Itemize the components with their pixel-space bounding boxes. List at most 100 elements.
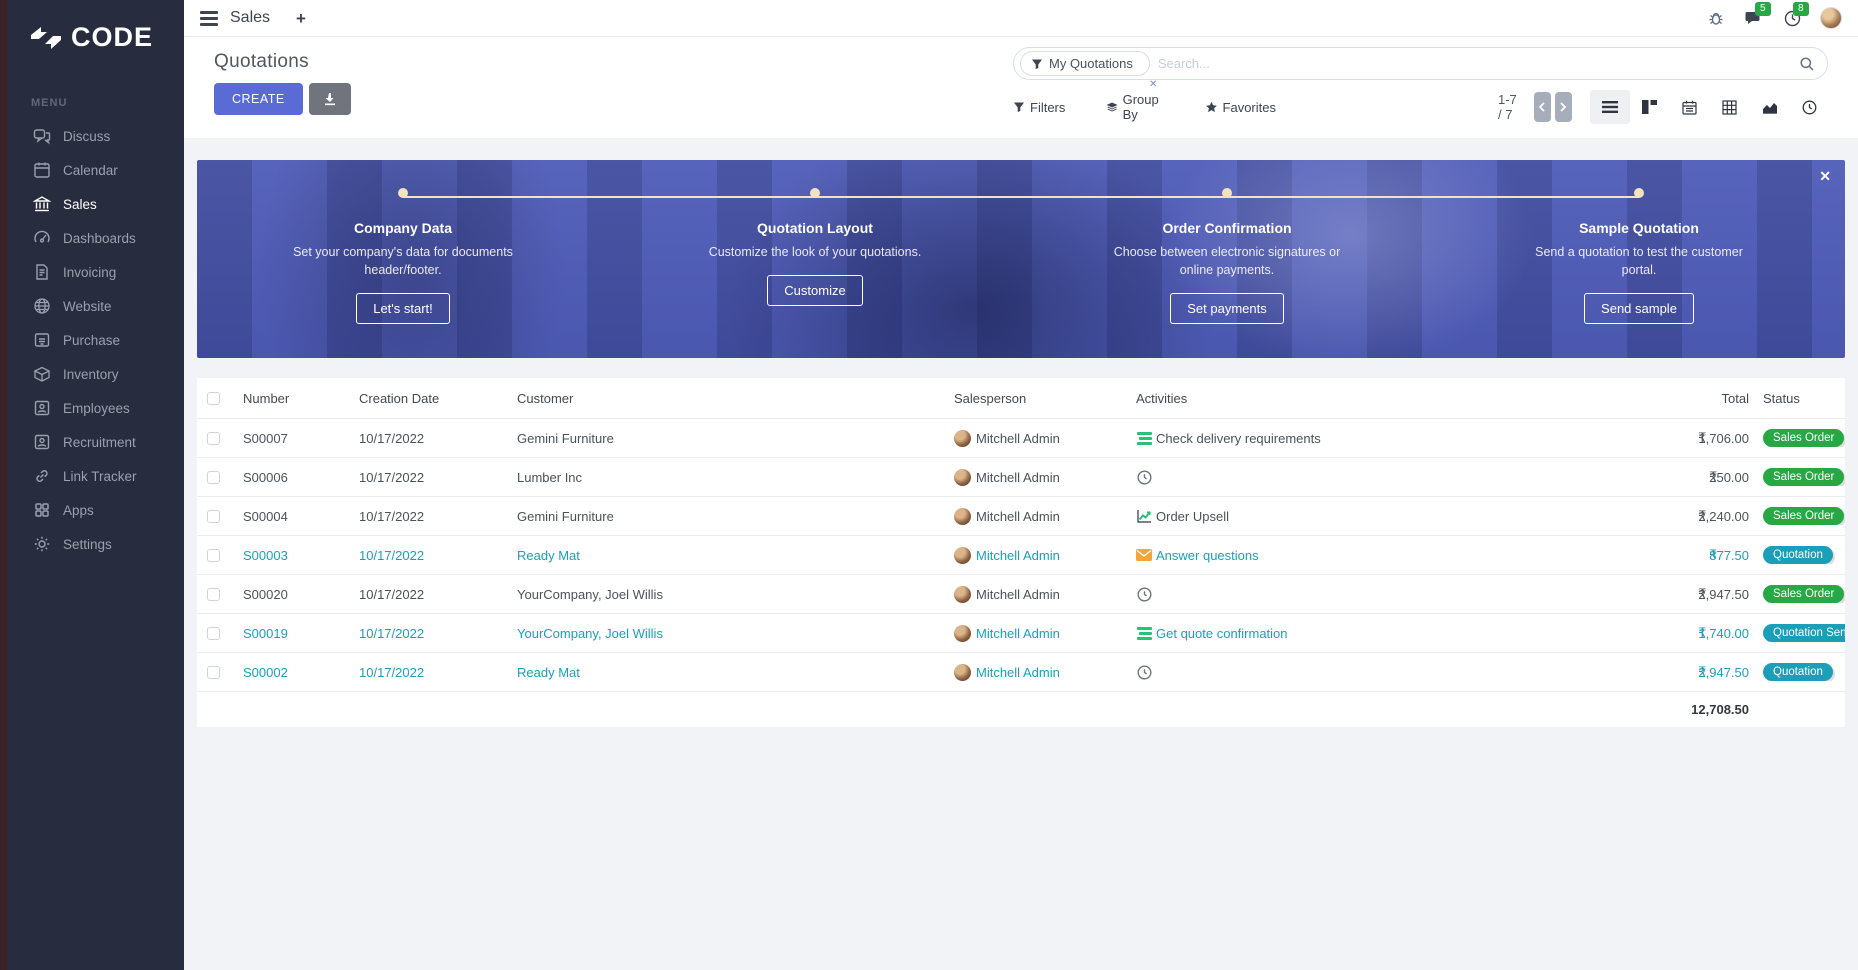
row-checkbox[interactable] (207, 470, 220, 484)
export-button[interactable] (308, 83, 351, 115)
lets-start-button[interactable]: Let's start! (356, 293, 450, 325)
banner-close-icon[interactable]: ✕ (1819, 168, 1831, 184)
sidebar-item-invoicing[interactable]: Invoicing (7, 255, 184, 289)
calendar-view-button[interactable] (1670, 90, 1710, 124)
next-page-button[interactable] (1554, 92, 1572, 122)
creation-date: 10/17/2022 (359, 664, 425, 680)
activity-clock-icon[interactable]: 8 (1782, 2, 1809, 28)
sidebar-item-apps[interactable]: Apps (7, 493, 184, 527)
activity-clock-icon[interactable] (1136, 469, 1152, 485)
favorites-dropdown[interactable]: Favorites (1205, 100, 1276, 115)
row-checkbox[interactable] (207, 587, 220, 601)
hamburger-menu-icon[interactable] (200, 10, 218, 26)
activity-clock-icon[interactable] (1136, 586, 1152, 602)
main-area: Sales + 5 8 Quotations (184, 0, 1858, 970)
row-checkbox[interactable] (207, 431, 220, 445)
currency-symbol: ₹ (1698, 586, 1707, 601)
column-header-activities[interactable]: Activities (1136, 390, 1188, 406)
pivot-view-button[interactable] (1710, 90, 1750, 124)
sidebar-item-discuss[interactable]: Discuss (7, 119, 184, 153)
kanban-view-button[interactable] (1630, 90, 1670, 124)
list-view-button[interactable] (1589, 90, 1630, 124)
sidebar-item-inventory[interactable]: Inventory (7, 357, 184, 391)
activity-clock-icon[interactable] (1136, 664, 1152, 680)
graph-view-button[interactable] (1750, 90, 1790, 124)
active-app-title[interactable]: Sales (230, 9, 271, 26)
step-title: Sample Quotation (1579, 220, 1699, 236)
select-all-checkbox[interactable] (207, 391, 220, 405)
previous-page-button[interactable] (1533, 92, 1551, 122)
sidebar-item-label: Sales (63, 196, 97, 212)
salesperson-avatar (954, 468, 971, 486)
customize-button[interactable]: Customize (767, 275, 863, 307)
search-input[interactable] (1157, 56, 1799, 71)
activity-label[interactable]: Get quote confirmation (1156, 625, 1288, 641)
activity-label[interactable]: Answer questions (1156, 547, 1259, 563)
sidebar-item-settings[interactable]: Settings (7, 527, 184, 561)
customer-name: YourCompany, Joel Willis (517, 586, 663, 602)
column-header-salesperson[interactable]: Salesperson (954, 390, 1027, 406)
table-row[interactable]: S00004 10/17/2022 Gemini Furniture Mitch… (197, 496, 1845, 535)
activity-label[interactable]: Check delivery requirements (1156, 430, 1321, 446)
status-badge: Quotation (1763, 546, 1833, 564)
step-dot (810, 188, 820, 198)
row-checkbox[interactable] (207, 665, 220, 679)
user-avatar[interactable] (1820, 7, 1842, 29)
step-dot (1222, 188, 1232, 198)
sidebar-item-employees[interactable]: Employees (7, 391, 184, 425)
onboarding-step-order-confirmation: Order Confirmation Choose between electr… (1021, 188, 1433, 358)
table-row[interactable]: S00003 10/17/2022 Ready Mat Mitchell Adm… (197, 535, 1845, 574)
column-header-number[interactable]: Number (243, 390, 290, 406)
activity-envelope-icon[interactable] (1136, 547, 1152, 563)
group-by-label: Group By (1122, 92, 1159, 122)
search-bar[interactable]: My Quotations ✕ (1013, 47, 1828, 90)
row-checkbox[interactable] (207, 626, 220, 640)
table-row[interactable]: S00007 10/17/2022 Gemini Furniture Mitch… (197, 418, 1845, 457)
step-description: Choose between electronic signatures or … (1113, 245, 1341, 278)
total-amount: 1,706.00 (1698, 430, 1749, 446)
send-sample-button[interactable]: Send sample (1584, 293, 1694, 325)
creation-date: 10/17/2022 (359, 469, 425, 485)
column-header-creation-date[interactable]: Creation Date (359, 390, 440, 406)
sidebar-item-website[interactable]: Website (7, 289, 184, 323)
sidebar-item-dashboards[interactable]: Dashboards (7, 221, 184, 255)
row-checkbox[interactable] (207, 548, 220, 562)
activity-label[interactable]: Order Upsell (1156, 508, 1229, 524)
quotations-table: Number Creation Date Customer Salesperso… (197, 378, 1845, 727)
graph-view-icon (1762, 103, 1777, 114)
filters-dropdown[interactable]: Filters (1013, 100, 1065, 115)
table-row[interactable]: S00019 10/17/2022 YourCompany, Joel Will… (197, 613, 1845, 652)
new-tab-button[interactable]: + (296, 8, 306, 28)
salesperson-avatar (954, 507, 971, 525)
table-header-row: Number Creation Date Customer Salesperso… (197, 378, 1845, 418)
table-row[interactable]: S00002 10/17/2022 Ready Mat Mitchell Adm… (197, 652, 1845, 691)
active-filter-chip[interactable]: My Quotations (1020, 51, 1150, 76)
group-by-dropdown[interactable]: Group By (1107, 92, 1162, 122)
activity-chart-upsell-icon[interactable] (1136, 508, 1152, 524)
table-row[interactable]: S00020 10/17/2022 YourCompany, Joel Will… (197, 574, 1845, 613)
invoicing-icon (33, 263, 51, 281)
activity-list-check-icon[interactable] (1136, 430, 1152, 446)
column-header-status[interactable]: Status (1763, 390, 1800, 406)
table-row[interactable]: S00006 10/17/2022 Lumber Inc Mitchell Ad… (197, 457, 1845, 496)
sidebar-item-sales[interactable]: Sales (7, 187, 184, 221)
total-amount: 877.50 (1709, 547, 1749, 563)
customer-name: Ready Mat (517, 664, 580, 680)
create-button[interactable]: CREATE (214, 83, 303, 115)
sidebar-item-purchase[interactable]: Purchase (7, 323, 184, 357)
column-header-total[interactable]: Total (1721, 390, 1749, 406)
set-payments-button[interactable]: Set payments (1170, 293, 1284, 325)
activity-list-check-icon[interactable] (1136, 625, 1152, 641)
debug-bug-icon[interactable] (1706, 8, 1726, 28)
sidebar-item-calendar[interactable]: Calendar (7, 153, 184, 187)
search-icon[interactable] (1799, 56, 1815, 72)
remove-filter-icon[interactable]: ✕ (1149, 79, 1158, 90)
sidebar-item-link-tracker[interactable]: Link Tracker (7, 459, 184, 493)
pager: 1-7 / 7 (1498, 92, 1572, 122)
column-header-customer[interactable]: Customer (517, 390, 574, 406)
messages-icon[interactable]: 5 (1744, 2, 1771, 28)
activity-view-button[interactable] (1790, 90, 1830, 124)
row-checkbox[interactable] (207, 509, 220, 523)
sidebar-item-recruitment[interactable]: Recruitment (7, 425, 184, 459)
brand-logo[interactable]: CODE (7, 18, 184, 53)
